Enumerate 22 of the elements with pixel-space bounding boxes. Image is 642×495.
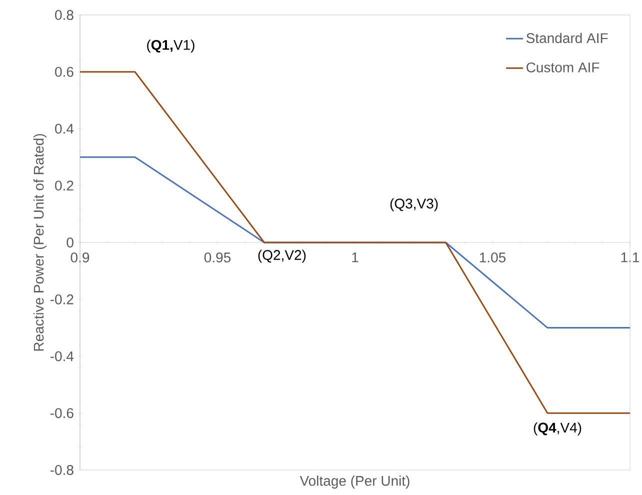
y-tick-label: 0.4 xyxy=(55,124,74,134)
y-tick-label: 0.6 xyxy=(55,66,74,77)
x-axis-title: Voltage (Per Unit) xyxy=(300,476,410,489)
x-tick-label: 1.1 xyxy=(621,252,640,262)
y-tick-label: 0.8 xyxy=(55,10,74,20)
x-tick-label: 1 xyxy=(352,252,358,262)
x-tick-label: 0.95 xyxy=(204,252,231,262)
y-axis-title: Reactive Power (Per Unit of Rated) xyxy=(33,134,46,351)
x-tick-label: 0.9 xyxy=(70,252,90,262)
annotation: (Q4,V4) xyxy=(534,422,582,436)
x-tick-label: 1.05 xyxy=(480,252,506,262)
y-tick-label: -0.8 xyxy=(50,465,74,475)
y-tick-label: -0.2 xyxy=(50,294,74,304)
annotation: (Q1,V1) xyxy=(147,40,194,53)
legend-label: Standard AIF xyxy=(526,32,608,44)
legend-label: Custom AIF xyxy=(526,62,600,72)
y-tick-label: -0.6 xyxy=(50,408,74,418)
y-tick-label: -0.4 xyxy=(50,351,74,362)
y-tick-label: 0 xyxy=(66,238,74,248)
annotation: (Q3,V3) xyxy=(390,198,438,212)
y-tick-label: 0.2 xyxy=(55,180,74,191)
annotation: (Q2,V2) xyxy=(258,250,306,263)
